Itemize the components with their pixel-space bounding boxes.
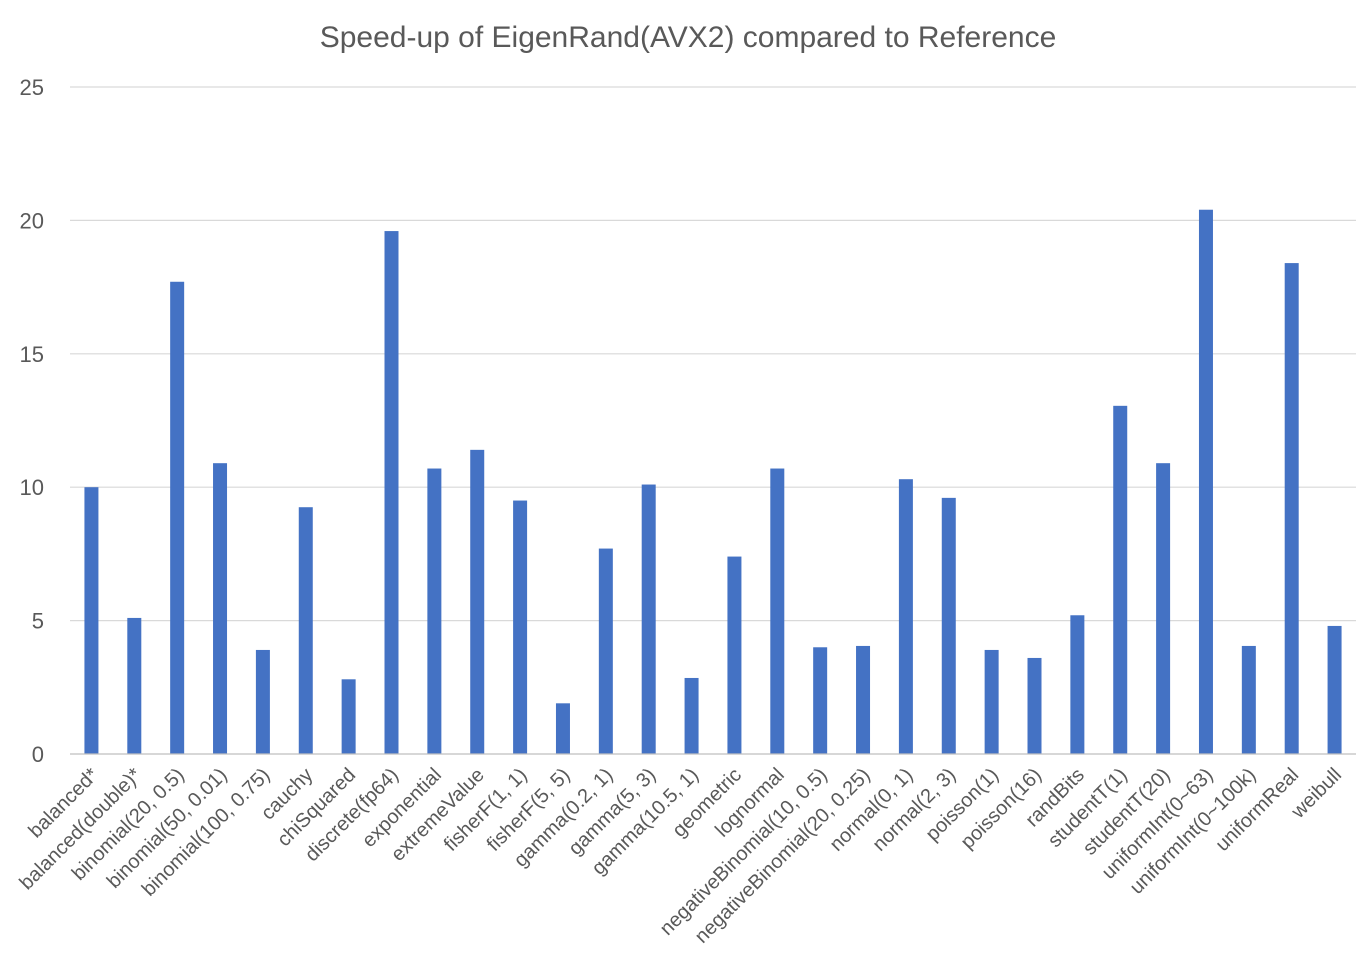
bar xyxy=(513,500,528,754)
bar xyxy=(684,677,699,754)
chart-title: Speed-up of EigenRand(AVX2) compared to … xyxy=(320,21,1057,54)
bar xyxy=(170,281,185,754)
bar xyxy=(1156,463,1171,754)
y-tick-label: 25 xyxy=(20,75,44,100)
y-axis-ticks: 0 5 10 15 20 25 xyxy=(20,75,44,767)
bar xyxy=(384,231,399,754)
bar xyxy=(427,468,442,754)
bar xyxy=(598,548,613,754)
bar xyxy=(1070,615,1085,754)
y-tick-label: 10 xyxy=(20,475,44,500)
y-tick-label: 5 xyxy=(32,609,44,634)
bar xyxy=(1027,657,1042,754)
bar xyxy=(941,497,956,754)
bar xyxy=(770,468,785,754)
gridlines xyxy=(70,86,1356,622)
bar xyxy=(898,479,913,754)
y-tick-label: 0 xyxy=(32,742,44,767)
bar xyxy=(984,649,999,754)
y-tick-label: 20 xyxy=(20,208,44,233)
bar xyxy=(298,507,313,754)
bar xyxy=(255,649,270,754)
bar xyxy=(1198,209,1213,754)
bar xyxy=(84,487,99,754)
bar xyxy=(1327,625,1342,754)
x-axis-labels: balanced*balanced(double)*binomial(20, 0… xyxy=(15,764,1346,948)
bar xyxy=(555,703,570,754)
bar xyxy=(127,617,142,754)
bar xyxy=(727,556,742,754)
bars xyxy=(84,209,1342,754)
bar xyxy=(856,645,871,754)
bar xyxy=(1284,263,1299,754)
bar xyxy=(213,463,228,754)
bar xyxy=(341,679,356,754)
bar xyxy=(470,449,485,754)
bar xyxy=(1113,405,1128,754)
bar xyxy=(1241,645,1256,754)
bar xyxy=(641,484,656,754)
y-tick-label: 15 xyxy=(20,342,44,367)
bar xyxy=(813,647,828,754)
